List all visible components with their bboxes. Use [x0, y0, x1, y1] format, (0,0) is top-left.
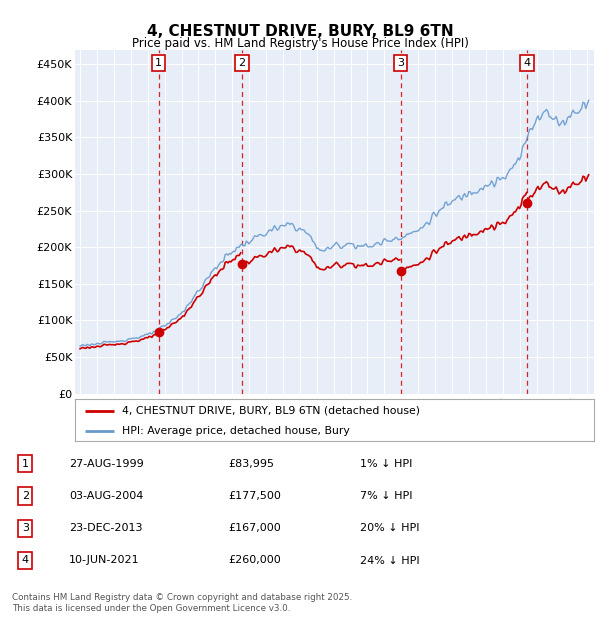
Text: £177,500: £177,500: [228, 491, 281, 501]
Text: £83,995: £83,995: [228, 459, 274, 469]
Text: 4: 4: [523, 58, 530, 68]
Text: 4, CHESTNUT DRIVE, BURY, BL9 6TN: 4, CHESTNUT DRIVE, BURY, BL9 6TN: [146, 24, 454, 38]
Text: 1: 1: [155, 58, 162, 68]
Text: 4, CHESTNUT DRIVE, BURY, BL9 6TN (detached house): 4, CHESTNUT DRIVE, BURY, BL9 6TN (detach…: [122, 405, 420, 415]
Text: 10-JUN-2021: 10-JUN-2021: [69, 556, 140, 565]
Text: 3: 3: [397, 58, 404, 68]
Text: Contains HM Land Registry data © Crown copyright and database right 2025.
This d: Contains HM Land Registry data © Crown c…: [12, 593, 352, 613]
Text: 03-AUG-2004: 03-AUG-2004: [69, 491, 143, 501]
Text: Price paid vs. HM Land Registry's House Price Index (HPI): Price paid vs. HM Land Registry's House …: [131, 37, 469, 50]
Text: 1: 1: [22, 459, 29, 469]
Text: £167,000: £167,000: [228, 523, 281, 533]
Text: 3: 3: [22, 523, 29, 533]
Text: 27-AUG-1999: 27-AUG-1999: [69, 459, 144, 469]
Text: 24% ↓ HPI: 24% ↓ HPI: [360, 556, 419, 565]
Text: 2: 2: [238, 58, 245, 68]
Text: 1% ↓ HPI: 1% ↓ HPI: [360, 459, 412, 469]
Text: 20% ↓ HPI: 20% ↓ HPI: [360, 523, 419, 533]
Text: 2: 2: [22, 491, 29, 501]
Text: HPI: Average price, detached house, Bury: HPI: Average price, detached house, Bury: [122, 426, 349, 436]
Text: 23-DEC-2013: 23-DEC-2013: [69, 523, 143, 533]
Text: 7% ↓ HPI: 7% ↓ HPI: [360, 491, 413, 501]
Text: £260,000: £260,000: [228, 556, 281, 565]
Text: 4: 4: [22, 556, 29, 565]
